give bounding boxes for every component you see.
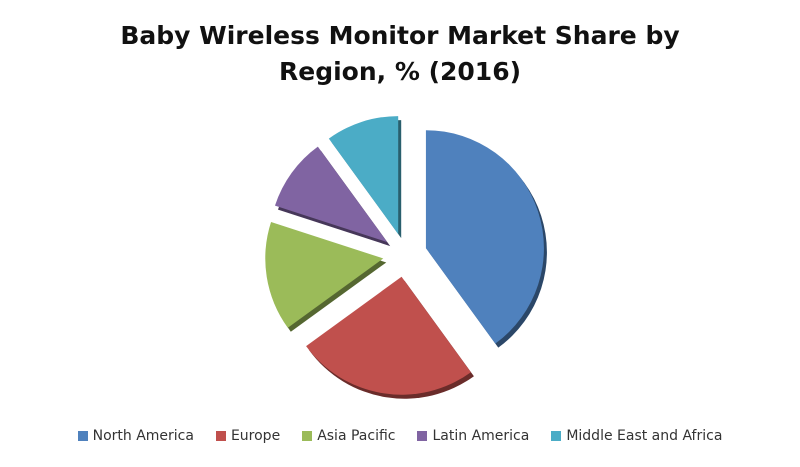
legend-label: Europe bbox=[230, 428, 281, 444]
legend-label: North America bbox=[92, 428, 194, 444]
pie-slice-north-america bbox=[425, 130, 544, 344]
legend-swatch-latin-america bbox=[417, 431, 428, 441]
pie-slice-asia-pacific bbox=[265, 221, 384, 328]
legend-swatch-asia-pacific bbox=[302, 431, 313, 441]
legend-item-middle-east-africa: Middle East and Africa bbox=[551, 428, 722, 444]
pie-slice-middle-east-africa bbox=[328, 116, 399, 235]
chart-title-line-2: Region, % (2016) bbox=[278, 57, 522, 86]
legend-item-europe: Europe bbox=[215, 428, 281, 444]
legend: North America Europe Asia Pacific Latin … bbox=[0, 428, 800, 444]
legend-item-latin-america: Latin America bbox=[417, 428, 529, 444]
legend-swatch-middle-east-africa bbox=[551, 431, 562, 441]
legend-item-north-america: North America bbox=[77, 428, 194, 444]
legend-label: Asia Pacific bbox=[317, 428, 396, 444]
pie-slice-latin-america bbox=[274, 146, 388, 243]
legend-label: Middle East and Africa bbox=[566, 428, 723, 444]
chart-title: Baby Wireless Monitor Market Share by Re… bbox=[0, 18, 800, 90]
legend-item-asia-pacific: Asia Pacific bbox=[302, 428, 395, 444]
legend-label: Latin America bbox=[432, 428, 530, 444]
chart-title-line-1: Baby Wireless Monitor Market Share by bbox=[120, 21, 680, 50]
pie-slice-europe bbox=[306, 276, 471, 395]
pie-slices bbox=[265, 116, 547, 399]
legend-swatch-north-america bbox=[77, 431, 88, 441]
legend-swatch-europe bbox=[215, 431, 226, 441]
